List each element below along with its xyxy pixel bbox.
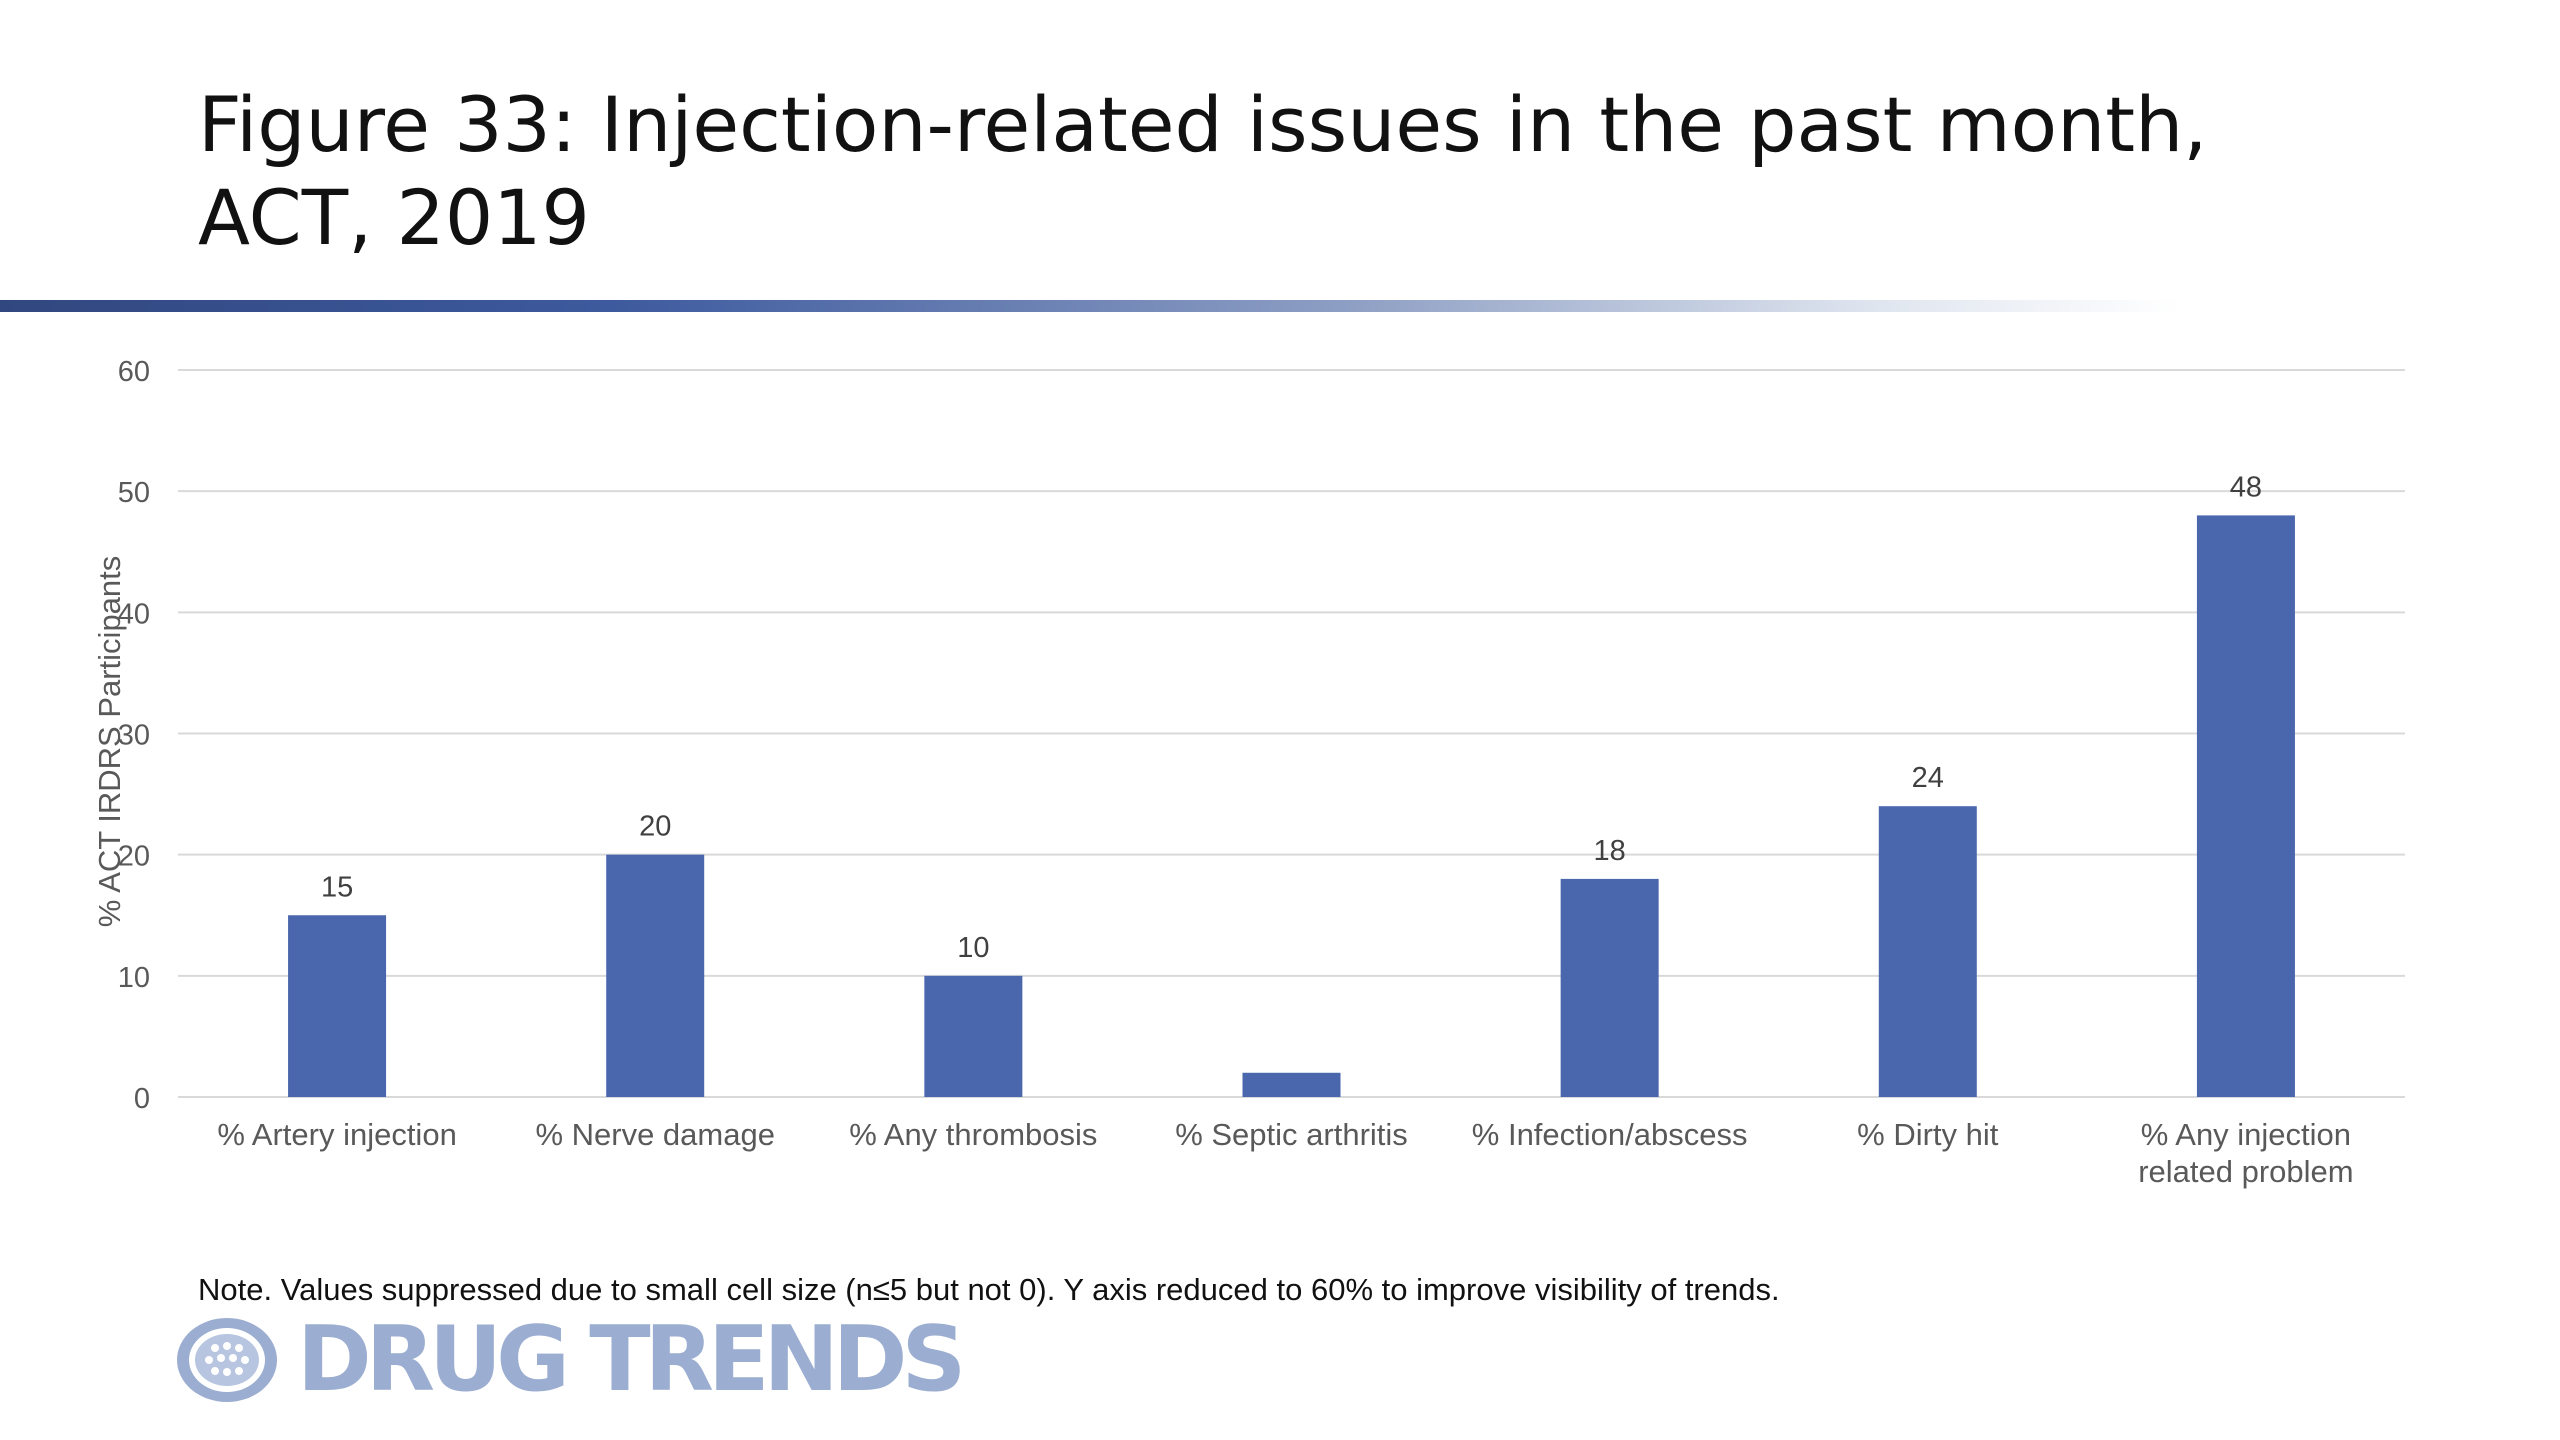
logo-wordmark: DRUG TRENDS bbox=[297, 1307, 966, 1412]
bar bbox=[1878, 806, 1977, 1097]
data-label: 10 bbox=[957, 932, 989, 964]
y-tick-label: 10 bbox=[118, 962, 150, 994]
y-tick-label: 50 bbox=[118, 477, 150, 509]
title-divider bbox=[0, 300, 2180, 312]
bar bbox=[1560, 878, 1659, 1097]
bars bbox=[288, 515, 2295, 1097]
bar bbox=[1242, 1072, 1341, 1097]
bar bbox=[288, 915, 387, 1097]
globe-icon bbox=[177, 1318, 277, 1402]
page-title: Figure 33: Injection-related issues in t… bbox=[198, 80, 2208, 262]
x-tick-label: % Septic arthritis bbox=[1175, 1117, 1408, 1152]
data-label: 20 bbox=[639, 811, 671, 843]
y-tick-label: 30 bbox=[118, 720, 150, 752]
y-tick-label: 60 bbox=[118, 356, 150, 388]
data-labels: 15 20 10 18 24 48 bbox=[321, 471, 2262, 963]
data-label: 24 bbox=[1912, 762, 1944, 794]
y-tick-label: 20 bbox=[118, 841, 150, 873]
y-axis-title: % ACT IRDRS Participants bbox=[92, 556, 127, 928]
data-label: 18 bbox=[1594, 835, 1626, 867]
x-axis-ticks: % Artery injection % Nerve damage % Any th… bbox=[217, 1117, 2353, 1189]
y-tick-label: 0 bbox=[134, 1083, 150, 1115]
gridlines bbox=[178, 369, 2405, 1098]
x-tick-label: % Any injection related problem bbox=[2138, 1117, 2353, 1189]
x-tick-label: % Nerve damage bbox=[535, 1117, 775, 1152]
y-axis-ticks: 0 10 20 30 40 50 60 bbox=[118, 356, 150, 1115]
data-label: 48 bbox=[2230, 471, 2262, 503]
bar bbox=[606, 854, 705, 1097]
bar bbox=[2196, 515, 2295, 1097]
data-label: 15 bbox=[321, 871, 353, 903]
y-tick-label: 40 bbox=[118, 598, 150, 630]
x-tick-label: % Artery injection bbox=[217, 1117, 457, 1152]
x-tick-label: % Any thrombosis bbox=[849, 1117, 1097, 1152]
x-tick-label: % Dirty hit bbox=[1857, 1117, 1999, 1152]
x-tick-label: % Infection/abscess bbox=[1472, 1117, 1748, 1152]
bar-chart: 15 20 10 18 24 48 0 10 20 30 40 50 60 % Artery inje… bbox=[92, 356, 2405, 1189]
bar bbox=[924, 975, 1023, 1097]
footnote: Note. Values suppressed due to small cel… bbox=[198, 1272, 1780, 1307]
